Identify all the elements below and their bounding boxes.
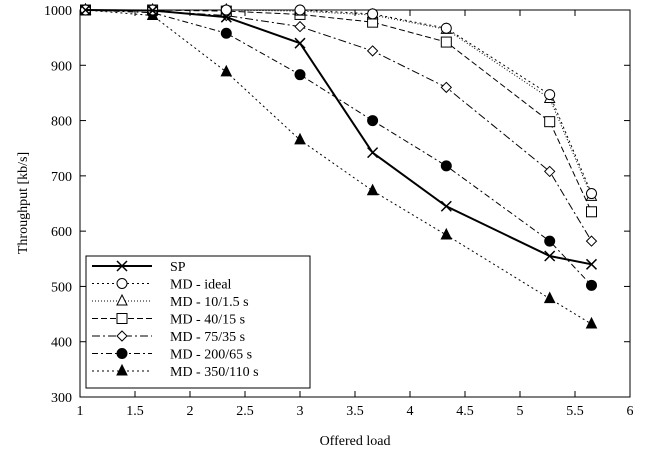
data-point (147, 5, 159, 17)
y-axis-label: Throughput [kb/s] (16, 152, 31, 254)
data-point (440, 36, 452, 48)
legend-marker (116, 348, 128, 359)
legend-label: SP (170, 260, 186, 275)
y-tick-label: 600 (51, 225, 72, 240)
x-tick-label: 1.5 (126, 404, 144, 419)
data-point (586, 188, 597, 200)
data-point (585, 316, 598, 329)
x-axis-label: Offered load (320, 434, 391, 449)
x-tick-label: 4.5 (456, 404, 474, 419)
data-point (220, 4, 232, 16)
data-point (220, 64, 233, 77)
y-tick-label: 500 (51, 280, 72, 295)
legend: SP MD - ideal MD - 10/1.5 s MD - 40/15 s MD … (85, 255, 311, 389)
data-point (586, 206, 597, 218)
x-tick-label: 3 (297, 404, 304, 419)
legend-entry: MD - 40/15 s (92, 313, 245, 328)
legend-marker (116, 330, 128, 342)
data-point (544, 250, 556, 262)
axis-ticks: 1 1.5 2 2.5 3 3.5 4 4.5 5 5.5 6 300 400 500 600 700 800 9… (44, 4, 634, 419)
legend-marker (116, 293, 128, 306)
data-point (586, 279, 597, 291)
data-point (366, 45, 379, 57)
series-line (85, 9, 592, 325)
series-line (85, 9, 592, 266)
series-md-ideal (80, 4, 597, 200)
y-tick-label: 400 (51, 336, 72, 351)
x-tick-label: 5 (517, 404, 524, 419)
series-md-40-15-s (80, 4, 597, 218)
data-point (440, 81, 453, 94)
data-point (367, 147, 379, 159)
legend-label: MD - 75/35 s (170, 330, 245, 345)
data-point (543, 165, 556, 178)
legend-entry: MD - 75/35 s (92, 330, 245, 345)
data-point (440, 227, 453, 240)
x-tick-label: 1 (77, 404, 84, 419)
data-point (367, 115, 379, 127)
data-point (294, 132, 306, 145)
series-md-75-35-s (79, 4, 598, 247)
data-point (440, 160, 452, 172)
y-tick-label: 900 (51, 59, 72, 74)
series-sp (79, 4, 598, 270)
legend-label: MD - 200/65 s (170, 348, 252, 363)
legend-marker (116, 313, 128, 324)
legend-marker (116, 278, 128, 289)
legend-label: MD - 40/15 s (170, 313, 245, 328)
data-point (440, 200, 452, 212)
data-point (367, 8, 379, 20)
x-tick-label: 3.5 (346, 404, 364, 419)
series-line (85, 9, 592, 197)
legend-entry: MD - 10/1.5 s (92, 293, 249, 310)
x-tick-label: 4 (407, 404, 414, 419)
data-point (543, 291, 556, 304)
series-layer (79, 2, 598, 329)
y-tick-label: 700 (51, 170, 72, 185)
data-point (220, 11, 232, 23)
legend-entry: MD - ideal (92, 278, 232, 293)
data-point (585, 258, 598, 270)
data-point (220, 27, 232, 39)
legend-marker (116, 260, 128, 272)
legend-label: MD - 350/110 s (170, 365, 259, 380)
data-point (544, 235, 556, 247)
x-tick-label: 5.5 (566, 404, 584, 419)
data-point (294, 37, 306, 49)
x-tick-label: 2.5 (236, 404, 254, 419)
series-line (85, 9, 592, 242)
legend-entry: MD - 350/110 s (92, 363, 259, 380)
y-tick-label: 800 (51, 115, 72, 130)
y-tick-label: 1000 (44, 4, 72, 19)
legend-entry: MD - 200/65 s (92, 348, 252, 363)
data-point (440, 22, 452, 34)
data-point (544, 89, 556, 101)
data-point (294, 4, 306, 16)
data-point (366, 183, 379, 196)
data-point (79, 4, 92, 16)
legend-entry: SP (92, 260, 186, 275)
series-line (85, 9, 592, 286)
data-point (294, 69, 306, 81)
series-line (85, 9, 592, 194)
data-point (294, 20, 306, 33)
x-tick-label: 6 (627, 404, 634, 419)
legend-marker (116, 363, 128, 376)
x-tick-label: 2 (187, 404, 194, 419)
legend-label: MD - ideal (170, 278, 232, 293)
series-line (85, 9, 592, 213)
legend-label: MD - 10/1.5 s (170, 295, 249, 310)
data-point (585, 235, 598, 247)
series-md-200-65-s (80, 4, 597, 291)
data-point (544, 116, 556, 128)
y-tick-label: 300 (51, 391, 72, 406)
